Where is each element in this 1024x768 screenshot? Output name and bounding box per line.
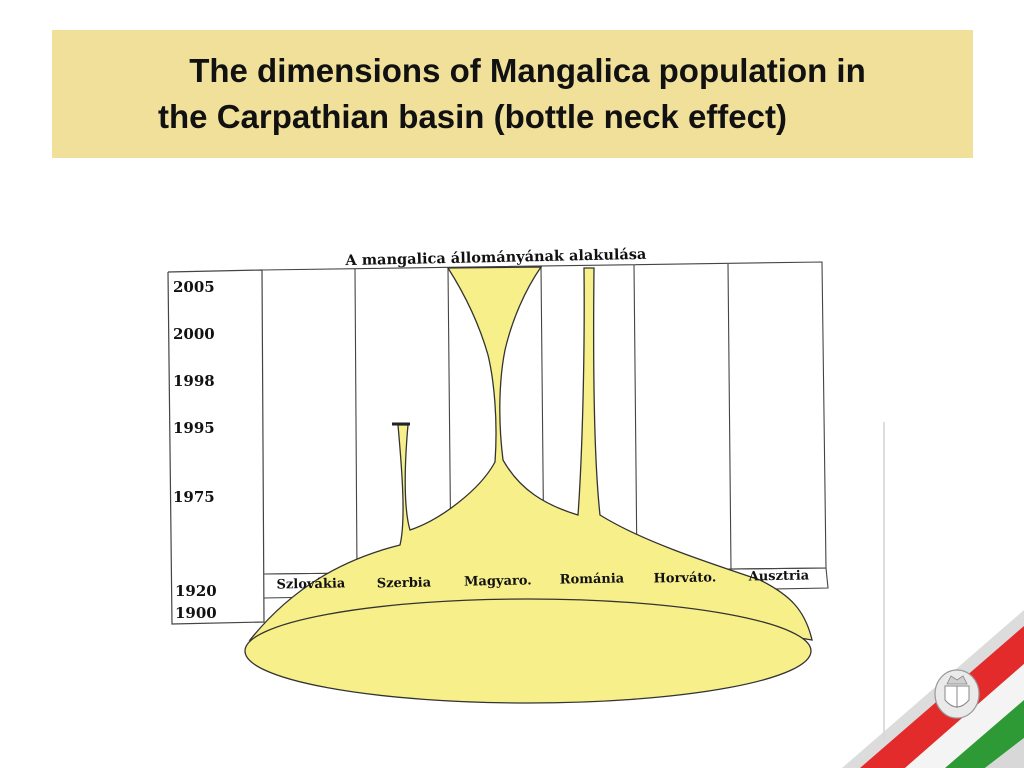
diagram-heading: A mangalica állományának alakulása [344, 246, 647, 269]
title-banner: The dimensions of Mangalica population i… [52, 30, 973, 158]
country-label-slovakia: Szlovákia [276, 576, 346, 592]
year-label-2005: 2005 [173, 278, 215, 296]
slide-title-line-2: the Carpathian basin (bottle neck effect… [158, 98, 787, 135]
population-base-ellipse [244, 598, 812, 704]
year-label-1995: 1995 [173, 419, 215, 437]
year-axis-box [167, 269, 265, 625]
year-label-1900: 1900 [175, 604, 217, 622]
country-label-romania: Románia [560, 571, 625, 587]
year-label-2000: 2000 [173, 325, 215, 343]
year-label-1998: 1998 [173, 372, 215, 390]
country-label-serbia: Szerbia [377, 576, 432, 592]
country-label-croatia: Horváto. [653, 570, 716, 586]
hungarian-coat-of-arms-icon [934, 669, 980, 719]
population-shape [248, 266, 813, 641]
corner-flag-ribbon [842, 610, 1024, 768]
year-label-1920: 1920 [175, 582, 217, 600]
slide-title-line-1: The dimensions of Mangalica population i… [189, 52, 866, 89]
country-label-hungary: Magyaro. [464, 573, 532, 589]
country-label-austria: Ausztria [748, 568, 810, 584]
year-label-1975: 1975 [173, 488, 215, 506]
